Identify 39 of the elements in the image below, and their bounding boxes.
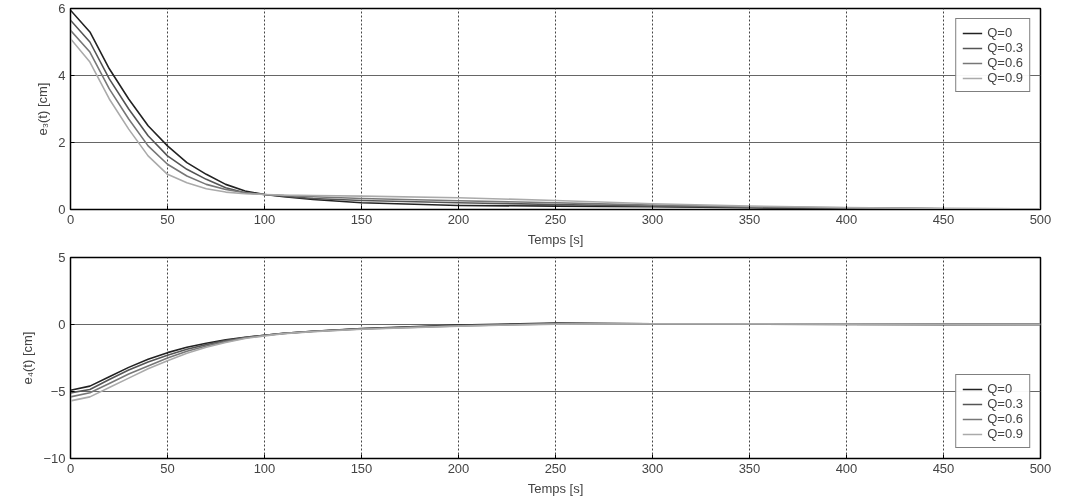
x-tick-label: 350: [738, 211, 761, 227]
x-tick-label: 500: [1029, 211, 1052, 227]
x-tick-label: 150: [350, 460, 373, 476]
y-tick-label: 4: [58, 68, 66, 83]
y-tick-label: 0: [58, 317, 66, 332]
x-tick-label: 400: [835, 211, 858, 227]
x-tick-label: 100: [253, 211, 276, 227]
y-axis-title: e₃(t) [cm]: [35, 82, 51, 136]
legend-label: Q=0.6: [987, 411, 1023, 426]
x-tick-label: 200: [447, 211, 470, 227]
legend-label: Q=0.6: [987, 55, 1023, 70]
x-tick-label: 50: [160, 460, 175, 476]
legend-label: Q=0.3: [987, 396, 1023, 411]
x-tick-label: 50: [160, 211, 175, 227]
x-tick-label: 250: [544, 211, 567, 227]
x-tick-label: 450: [932, 460, 955, 476]
x-tick-label: 500: [1029, 460, 1052, 476]
x-tick-label: 300: [641, 211, 664, 227]
y-tick-label: 6: [58, 1, 66, 16]
x-axis-title: Temps [s]: [527, 231, 584, 247]
x-tick-label: 150: [350, 211, 373, 227]
y-tick-label: 2: [58, 135, 66, 150]
legend-label: Q=0: [987, 25, 1013, 40]
x-tick-label: 400: [835, 460, 858, 476]
x-axis-title: Temps [s]: [527, 480, 584, 496]
y-axis-title: e₄(t) [cm]: [20, 331, 36, 385]
legend-label: Q=0.9: [987, 426, 1023, 441]
x-tick-label: 250: [544, 460, 567, 476]
legend-label: Q=0.3: [987, 40, 1023, 55]
y-tick-label: −5: [50, 384, 66, 399]
legend-label: Q=0.9: [987, 70, 1023, 85]
x-tick-label: 300: [641, 460, 664, 476]
x-tick-label: 450: [932, 211, 955, 227]
y-tick-label: 5: [58, 250, 66, 265]
x-tick-label: 350: [738, 460, 761, 476]
x-tick-label: 100: [253, 460, 276, 476]
x-tick-label: 200: [447, 460, 470, 476]
y-tick-label: −10: [43, 451, 66, 466]
legend-label: Q=0: [987, 381, 1013, 396]
